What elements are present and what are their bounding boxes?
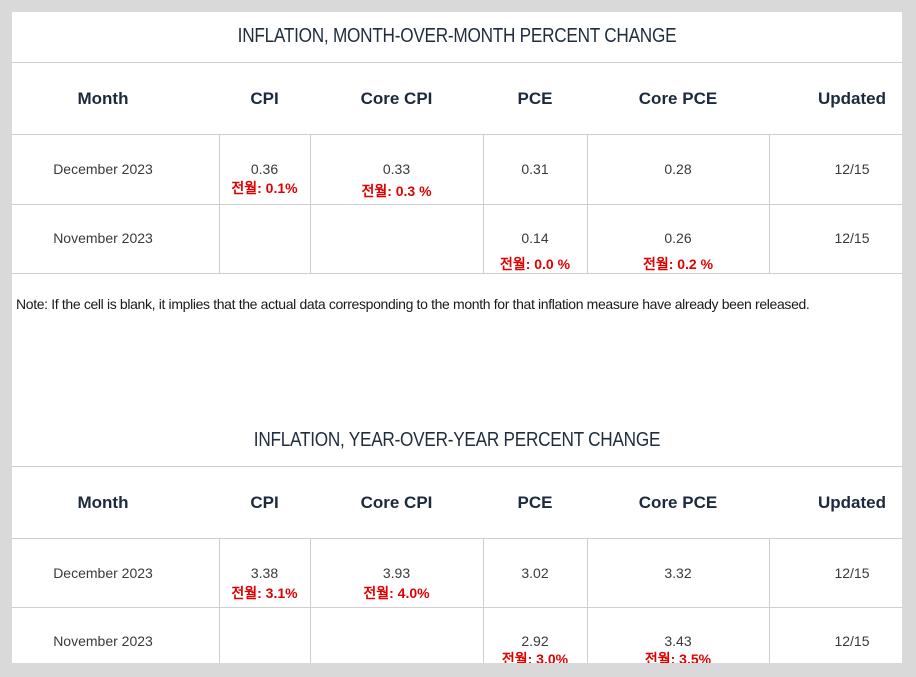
yoy-row1-core-cpi-note: 전월: 4.0% [363,585,430,601]
divider [12,134,902,135]
yoy-row1-updated: 12/15 [834,565,870,581]
mom-row1-core-pce: 0.28 [664,161,692,177]
column-divider [483,134,484,273]
mom-row1-pce: 0.31 [521,161,549,177]
mom-table-title: INFLATION, MONTH-OVER-MONTH PERCENT CHAN… [237,25,677,47]
yoy-header-month: Month [77,493,129,512]
yoy-row1-pce: 3.02 [521,565,549,581]
yoy-table-title: INFLATION, YEAR-OVER-YEAR PERCENT CHANGE [253,429,661,451]
yoy-header-core-cpi: Core CPI [360,493,433,512]
mom-row2-core-pce-note: 전월: 0.2 % [642,256,714,272]
table-note: Note: If the cell is blank, it implies t… [16,296,810,312]
mom-header-month: Month [77,89,129,108]
divider [12,204,902,205]
mom-row2-updated: 12/15 [834,230,870,246]
mom-row1-cpi: 0.36 [250,161,279,177]
yoy-header-updated: Updated [818,493,886,512]
mom-row1-updated: 12/15 [834,161,870,177]
yoy-row1-cpi-note: 전월: 3.1% [231,585,298,601]
yoy-row2-month: November 2023 [53,633,153,649]
mom-row2-pce-note: 전월: 0.0 % [499,256,571,272]
mom-row1-core-cpi-note: 전월: 0.3 % [361,183,432,199]
yoy-row2-pce: 2.92 [521,633,549,649]
yoy-header-core-pce: Core PCE [638,493,718,512]
column-divider [483,538,484,663]
document-sheet: INFLATION, MONTH-OVER-MONTH PERCENT CHAN… [12,12,902,663]
mom-row2-core-pce: 0.26 [664,230,692,246]
yoy-header-pce: PCE [517,493,553,512]
column-divider [310,134,311,273]
divider [12,273,902,274]
mom-header-core-cpi: Core CPI [360,89,433,108]
mom-row1-cpi-note: 전월: 0.1% [231,180,298,196]
mom-row1-month: December 2023 [53,161,153,177]
column-divider [310,538,311,663]
divider [12,607,902,608]
yoy-row2-core-pce-note: 전월: 3.5% [644,651,712,663]
column-divider [587,538,588,663]
divider [12,538,902,539]
column-divider [219,134,220,273]
mom-header-cpi: CPI [250,89,279,108]
mom-header-updated: Updated [818,89,886,108]
yoy-row2-core-pce: 3.43 [664,633,692,649]
yoy-row1-cpi: 3.38 [250,565,279,581]
yoy-row1-month: December 2023 [53,565,153,581]
column-divider [219,538,220,663]
column-divider [769,134,770,273]
mom-header-core-pce: Core PCE [638,89,718,108]
mom-row1-core-cpi: 0.33 [382,161,411,177]
mom-row2-pce: 0.14 [521,230,549,246]
yoy-row2-pce-note: 전월: 3.0% [501,651,569,663]
divider [12,466,902,467]
mom-header-pce: PCE [517,89,553,108]
yoy-row2-updated: 12/15 [834,633,870,649]
yoy-row1-core-cpi: 3.93 [382,565,411,581]
yoy-header-cpi: CPI [250,493,279,512]
mom-row2-month: November 2023 [53,230,153,246]
column-divider [587,134,588,273]
divider [12,62,902,63]
column-divider [769,538,770,663]
yoy-row1-core-pce: 3.32 [664,565,692,581]
